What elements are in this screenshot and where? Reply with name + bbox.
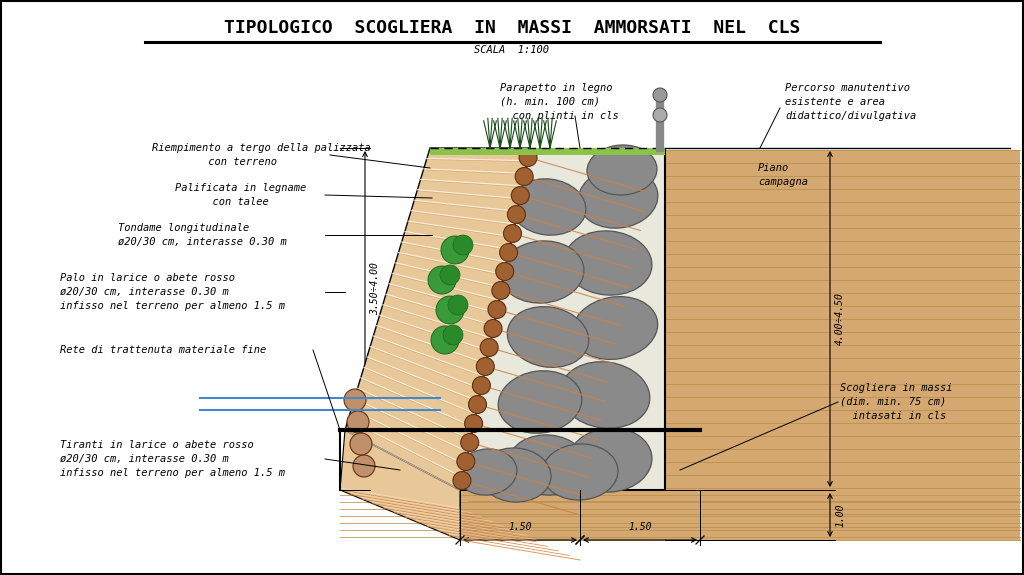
Circle shape xyxy=(443,325,463,345)
Ellipse shape xyxy=(560,362,650,428)
Circle shape xyxy=(653,88,667,102)
Polygon shape xyxy=(460,150,1020,540)
Circle shape xyxy=(511,186,529,205)
Text: Tiranti in larice o abete rosso: Tiranti in larice o abete rosso xyxy=(60,440,254,450)
Circle shape xyxy=(441,236,469,264)
Text: SCALA  1:100: SCALA 1:100 xyxy=(474,45,550,55)
Text: infisso nel terreno per almeno 1.5 m: infisso nel terreno per almeno 1.5 m xyxy=(60,301,285,311)
Text: 1.50: 1.50 xyxy=(508,522,531,532)
Polygon shape xyxy=(460,150,665,490)
Circle shape xyxy=(492,282,510,300)
Text: T. Lura: T. Lura xyxy=(358,388,401,398)
Circle shape xyxy=(457,453,475,470)
Circle shape xyxy=(476,358,495,375)
Ellipse shape xyxy=(499,371,582,433)
Text: con talee: con talee xyxy=(175,197,268,207)
Ellipse shape xyxy=(568,428,652,492)
Ellipse shape xyxy=(542,444,617,500)
Circle shape xyxy=(496,263,514,281)
Circle shape xyxy=(440,265,460,285)
Text: (h. min. 100 cm): (h. min. 100 cm) xyxy=(500,97,600,107)
Polygon shape xyxy=(345,148,530,490)
Circle shape xyxy=(353,455,375,477)
Text: con terreno: con terreno xyxy=(152,157,278,167)
Text: intasati in cls: intasati in cls xyxy=(840,411,946,421)
Ellipse shape xyxy=(564,231,652,295)
Text: didattico/divulgativa: didattico/divulgativa xyxy=(785,111,916,121)
Text: TIPOLOGICO  SCOGLIERA  IN  MASSI  AMMORSATI  NEL  CLS: TIPOLOGICO SCOGLIERA IN MASSI AMMORSATI … xyxy=(224,19,800,37)
Text: esistente e area: esistente e area xyxy=(785,97,885,107)
Circle shape xyxy=(488,301,506,319)
Polygon shape xyxy=(430,148,665,155)
Circle shape xyxy=(472,377,490,394)
Text: Rete di trattenuta materiale fine: Rete di trattenuta materiale fine xyxy=(60,345,266,355)
Circle shape xyxy=(515,167,534,186)
Circle shape xyxy=(507,205,525,224)
Text: infisso nel terreno per almeno 1.5 m: infisso nel terreno per almeno 1.5 m xyxy=(60,468,285,478)
Circle shape xyxy=(469,396,486,413)
Ellipse shape xyxy=(587,145,657,195)
Text: campagna: campagna xyxy=(758,177,808,187)
Circle shape xyxy=(347,411,369,433)
Circle shape xyxy=(453,472,471,489)
Circle shape xyxy=(428,266,456,294)
Circle shape xyxy=(484,320,502,338)
Text: Palo in larice o abete rosso: Palo in larice o abete rosso xyxy=(60,273,234,283)
Circle shape xyxy=(344,389,366,411)
Circle shape xyxy=(519,148,537,167)
Text: Piano: Piano xyxy=(758,163,790,173)
Text: Parapetto in legno: Parapetto in legno xyxy=(500,83,612,93)
Text: Tondame longitudinale: Tondame longitudinale xyxy=(118,223,249,233)
Text: Scogliera in massi: Scogliera in massi xyxy=(840,383,952,393)
Ellipse shape xyxy=(510,179,586,235)
Circle shape xyxy=(461,434,479,451)
Circle shape xyxy=(436,296,464,324)
Circle shape xyxy=(453,235,473,255)
Text: 1.00: 1.00 xyxy=(835,503,845,527)
Circle shape xyxy=(449,295,468,315)
Polygon shape xyxy=(340,430,460,540)
Circle shape xyxy=(431,326,459,354)
Ellipse shape xyxy=(479,448,551,502)
Text: Percorso manutentivo: Percorso manutentivo xyxy=(785,83,910,93)
Text: 1.50: 1.50 xyxy=(629,522,651,532)
Text: ø20/30 cm, interasse 0.30 m: ø20/30 cm, interasse 0.30 m xyxy=(60,287,228,297)
Text: ø20/30 cm, interasse 0.30 m: ø20/30 cm, interasse 0.30 m xyxy=(60,454,228,464)
Circle shape xyxy=(653,108,667,122)
Text: (dim. min. 75 cm): (dim. min. 75 cm) xyxy=(840,397,946,407)
Text: 1.50: 1.50 xyxy=(370,448,380,471)
Text: 3.50÷4.00: 3.50÷4.00 xyxy=(370,263,380,316)
Text: Palificata in legname: Palificata in legname xyxy=(175,183,306,193)
Circle shape xyxy=(480,339,498,356)
Ellipse shape xyxy=(579,168,657,228)
Text: Riempimento a tergo della palizzata: Riempimento a tergo della palizzata xyxy=(152,143,371,153)
Ellipse shape xyxy=(500,241,584,303)
Ellipse shape xyxy=(572,297,657,359)
Circle shape xyxy=(504,224,521,243)
Circle shape xyxy=(500,243,517,262)
Ellipse shape xyxy=(508,435,588,495)
Circle shape xyxy=(465,415,482,432)
Ellipse shape xyxy=(507,306,589,367)
Text: con plinti in cls: con plinti in cls xyxy=(500,111,618,121)
Text: 4.00÷4.50: 4.00÷4.50 xyxy=(835,293,845,346)
Polygon shape xyxy=(340,490,1020,540)
Ellipse shape xyxy=(457,449,517,495)
Text: ø20/30 cm, interasse 0.30 m: ø20/30 cm, interasse 0.30 m xyxy=(118,237,287,247)
Circle shape xyxy=(350,433,372,455)
